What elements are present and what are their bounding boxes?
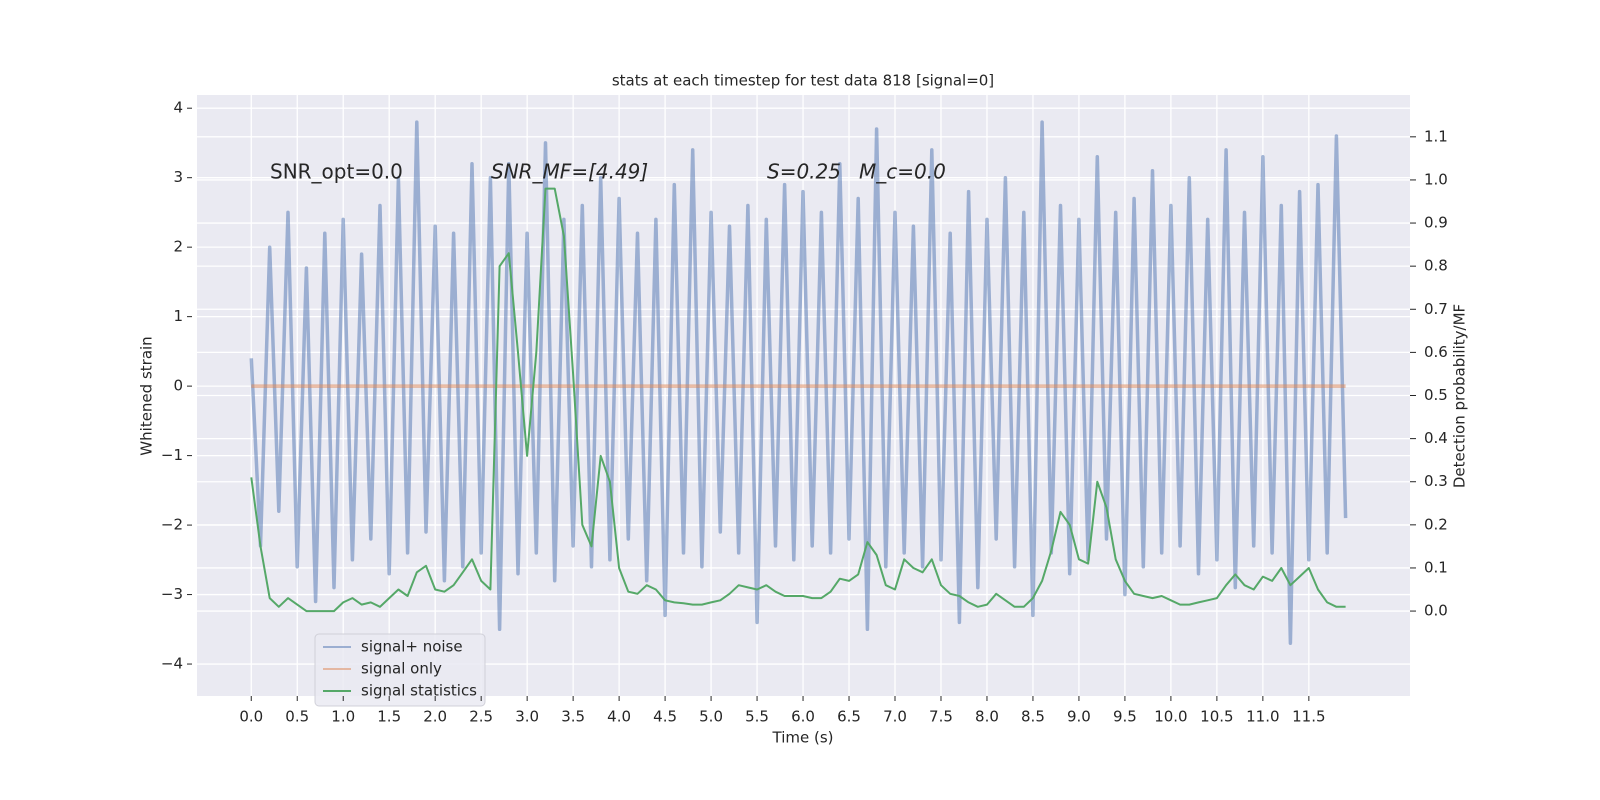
x-tick-label: 4.0 [607, 708, 631, 726]
y2-tick-label: 0.3 [1424, 472, 1448, 490]
y-tick-label: −3 [161, 585, 183, 603]
x-tick-label: 3.5 [561, 708, 585, 726]
y-tick-label: 0 [173, 377, 183, 395]
x-tick-label: 10.5 [1200, 708, 1233, 726]
annotation: M_c=0.0 [859, 160, 946, 184]
y2-tick-label: 0.4 [1424, 429, 1448, 447]
y-tick-label: 1 [173, 307, 183, 325]
y2-tick-label: 0.7 [1424, 300, 1448, 318]
x-tick-label: 4.5 [653, 708, 677, 726]
y2-tick-label: 0.8 [1424, 257, 1448, 275]
x-tick-label: 1.5 [377, 708, 401, 726]
y2-tick-label: 1.0 [1424, 170, 1448, 188]
annotation: SNR_opt=0.0 [270, 160, 403, 184]
y2-tick-label: 0.5 [1424, 386, 1448, 404]
x-tick-label: 0.5 [285, 708, 309, 726]
y2-tick-label: 1.1 [1424, 127, 1448, 145]
y-tick-label: −4 [161, 655, 183, 673]
y2-tick-label: 0.1 [1424, 558, 1448, 576]
x-tick-label: 5.0 [699, 708, 723, 726]
legend-label: signal only [361, 660, 442, 678]
x-tick-label: 6.5 [837, 708, 861, 726]
y2-tick-label: 0.9 [1424, 214, 1448, 232]
x-tick-label: 2.0 [423, 708, 447, 726]
legend-box [314, 633, 486, 707]
y2-tick-label: 0.0 [1424, 602, 1448, 620]
x-tick-label: 10.0 [1154, 708, 1187, 726]
y-axis-label: Whitened strain [138, 336, 156, 455]
series-line [250, 187, 1346, 613]
legend-label: signal+ noise [361, 638, 463, 656]
y-tick-label: −1 [161, 446, 183, 464]
y-tick-label: 2 [173, 238, 183, 256]
series-line [249, 120, 1348, 645]
x-tick-label: 5.5 [745, 708, 769, 726]
x-tick-label: 6.0 [791, 708, 815, 726]
x-tick-label: 11.0 [1246, 708, 1279, 726]
annotation: S=0.25 [767, 160, 841, 184]
x-tick-label: 7.5 [929, 708, 953, 726]
x-tick-label: 7.0 [883, 708, 907, 726]
x-tick-label: 0.0 [239, 708, 263, 726]
chart-title: stats at each timestep for test data 818… [612, 72, 994, 90]
x-tick-label: 2.5 [469, 708, 493, 726]
x-tick-label: 9.0 [1067, 708, 1091, 726]
x-tick-label: 11.5 [1292, 708, 1325, 726]
x-tick-label: 1.0 [331, 708, 355, 726]
x-tick-label: 9.5 [1113, 708, 1137, 726]
y2-tick-label: 0.6 [1424, 343, 1448, 361]
y2-axis-label: Detection probability/MF [1451, 304, 1469, 488]
x-tick-label: 8.5 [1021, 708, 1045, 726]
x-axis-label: Time (s) [772, 729, 834, 747]
annotation: SNR_MF=[4.49] [491, 160, 648, 184]
y-tick-label: −2 [161, 516, 183, 534]
y-tick-label: 4 [173, 99, 183, 117]
legend: signal+ noise signal only signal statistic… [314, 633, 486, 707]
y2-tick-label: 0.2 [1424, 515, 1448, 533]
x-tick-label: 8.0 [975, 708, 999, 726]
legend-label: signal statistics [361, 682, 477, 700]
x-tick-label: 3.0 [515, 708, 539, 726]
y-tick-label: 3 [173, 168, 183, 186]
